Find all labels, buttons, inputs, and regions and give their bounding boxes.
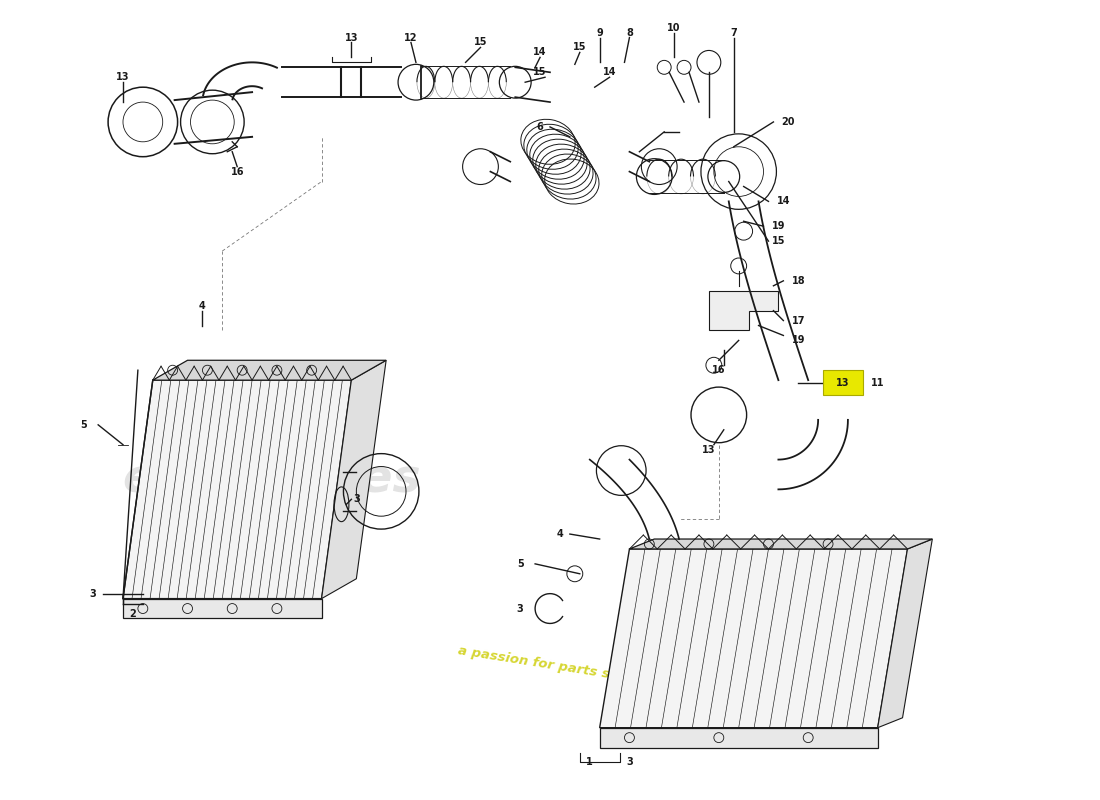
Bar [823, 370, 862, 395]
Text: 4: 4 [199, 301, 206, 310]
Text: 17: 17 [792, 315, 805, 326]
Text: eurospares: eurospares [122, 457, 421, 502]
Text: 3: 3 [353, 494, 360, 504]
Text: 3: 3 [517, 603, 524, 614]
Text: 15: 15 [474, 38, 487, 47]
Text: 8: 8 [626, 27, 632, 38]
Text: 20: 20 [782, 117, 795, 127]
Text: 19: 19 [792, 335, 805, 346]
Text: 6: 6 [537, 122, 543, 132]
Polygon shape [123, 380, 351, 598]
Text: 13: 13 [344, 33, 359, 42]
Text: 11: 11 [871, 378, 884, 388]
Text: 9: 9 [596, 27, 603, 38]
Polygon shape [708, 290, 779, 330]
Text: 13: 13 [836, 378, 849, 388]
Text: 13: 13 [117, 72, 130, 82]
Text: 5: 5 [80, 420, 87, 430]
Polygon shape [629, 539, 933, 549]
Text: 15: 15 [573, 42, 586, 53]
Text: 19: 19 [772, 222, 785, 231]
Text: 4: 4 [557, 529, 563, 539]
Text: 16: 16 [230, 166, 244, 177]
Text: 2: 2 [130, 609, 136, 618]
Text: 13: 13 [702, 445, 716, 454]
Polygon shape [878, 539, 933, 728]
Text: a passion for parts since 1985: a passion for parts since 1985 [458, 644, 682, 692]
Text: 5: 5 [517, 559, 524, 569]
Text: 14: 14 [603, 67, 616, 78]
Text: 18: 18 [792, 276, 805, 286]
Text: 12: 12 [404, 33, 418, 42]
Polygon shape [321, 360, 386, 598]
Text: 3: 3 [626, 758, 632, 767]
Text: 1: 1 [586, 758, 593, 767]
Text: 14: 14 [777, 196, 790, 206]
Polygon shape [600, 728, 878, 747]
Text: 3: 3 [90, 589, 97, 598]
Text: 16: 16 [712, 366, 726, 375]
Text: 15: 15 [534, 67, 547, 78]
Polygon shape [123, 598, 321, 618]
Text: 14: 14 [534, 47, 547, 58]
Text: 7: 7 [730, 27, 737, 38]
Polygon shape [600, 549, 907, 728]
Text: 10: 10 [668, 22, 681, 33]
Text: 15: 15 [772, 236, 785, 246]
Polygon shape [153, 360, 386, 380]
